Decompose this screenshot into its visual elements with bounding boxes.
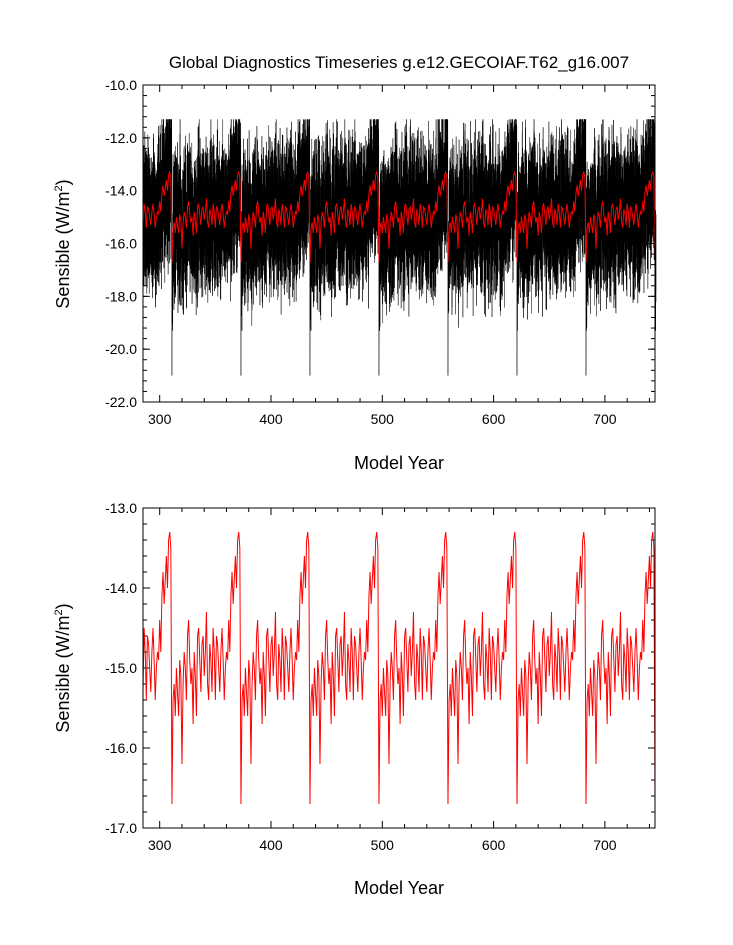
y-tick-label: -12.0 [105,130,137,146]
x-tick-label: 500 [371,411,395,427]
x-tick-label: 400 [259,837,283,853]
top-annual-series [142,170,656,263]
x-tick-label: 700 [593,837,617,853]
x-tick-label: 500 [371,837,395,853]
y-tick-label: -13.0 [105,500,137,516]
y-tick-label: -22.0 [105,394,137,410]
x-tick-label: 300 [148,411,172,427]
chart-title: Global Diagnostics Timeseries g.e12.GECO… [169,53,629,72]
top-y-axis-title-suffix: ) [53,179,73,185]
y-tick-label: -18.0 [105,288,137,304]
bottom-annual-series [142,531,656,805]
top-y-axis-title-superscript: 2 [53,185,65,191]
bottom-plot-frame [142,507,656,829]
annual-line [142,531,656,805]
bottom-y-axis-title: Sensible (W/m2) [53,603,73,732]
x-tick-label: 700 [593,411,617,427]
x-tick-label: 600 [482,411,506,427]
bottom-y-axis-title-text: Sensible (W/m [53,616,73,733]
monthly-line [142,119,657,376]
bottom-axis-ticks [143,507,655,829]
bottom-panel: 300 400 500 600 700 -13.0 -14.0 -15.0 -16.0 -17.0… [53,500,656,898]
y-tick-label: -10.0 [105,77,137,93]
top-panel: 300 400 500 600 700 -10.0 -12.0 -14.0 -16.0 -18.0… [53,77,657,473]
top-monthly-series [142,119,657,376]
y-tick-label: -16.0 [105,740,137,756]
y-tick-label: -14.0 [105,183,137,199]
top-x-axis-title: Model Year [354,453,444,473]
top-y-axis-title-text: Sensible (W/m [53,192,73,309]
bottom-x-axis-title: Model Year [354,878,444,898]
y-tick-label: -15.0 [105,660,137,676]
bottom-y-axis-title-suffix: ) [53,603,73,609]
bottom-tick-labels: 300 400 500 600 700 -13.0 -14.0 -15.0 -16.0 -17.0 [105,500,617,853]
bottom-y-axis-title-superscript: 2 [53,609,65,615]
y-tick-label: -16.0 [105,236,137,252]
y-tick-label: -14.0 [105,580,137,596]
top-plot-frame [142,84,656,403]
y-tick-label: -20.0 [105,341,137,357]
x-tick-label: 300 [148,837,172,853]
annual-line [142,170,656,263]
top-y-axis-title: Sensible (W/m2) [53,179,73,308]
x-tick-label: 600 [482,837,506,853]
y-tick-label: -17.0 [105,820,137,836]
x-tick-label: 400 [259,411,283,427]
top-tick-labels: 300 400 500 600 700 -10.0 -12.0 -14.0 -16.0 -18.0… [105,77,617,427]
